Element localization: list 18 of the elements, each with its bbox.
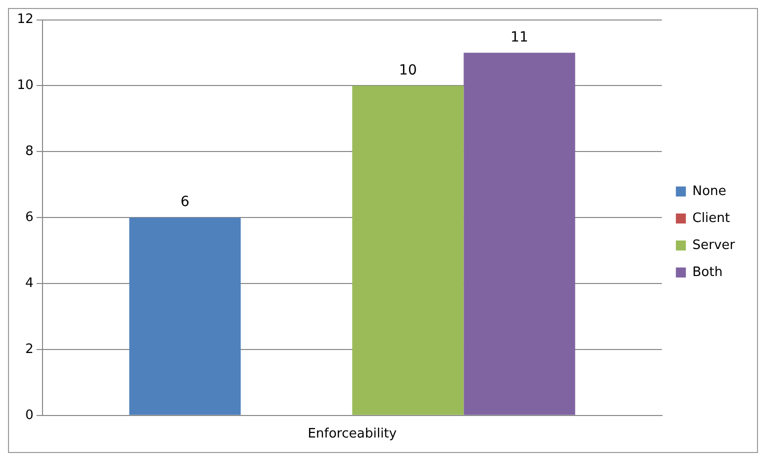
bar	[464, 52, 576, 415]
legend-label: Both	[692, 264, 723, 280]
legend-label: None	[692, 184, 726, 199]
legend-label: Server	[692, 238, 736, 253]
y-tick-label: 6	[25, 210, 34, 225]
legend-label: Client	[692, 210, 730, 226]
data-label: 11	[510, 29, 528, 46]
y-tick-label: 0	[25, 408, 34, 423]
bar	[129, 218, 241, 415]
y-tick-label: 2	[25, 342, 34, 357]
data-label: 10	[399, 62, 417, 78]
y-tick-label: 4	[25, 276, 34, 291]
bar	[352, 86, 464, 415]
y-tick-label: 10	[16, 78, 34, 94]
data-label: 6	[180, 194, 190, 210]
y-tick-label: 8	[25, 144, 34, 160]
y-tick-label: 12	[16, 12, 34, 28]
x-tick-label: Enforceability	[308, 426, 398, 442]
